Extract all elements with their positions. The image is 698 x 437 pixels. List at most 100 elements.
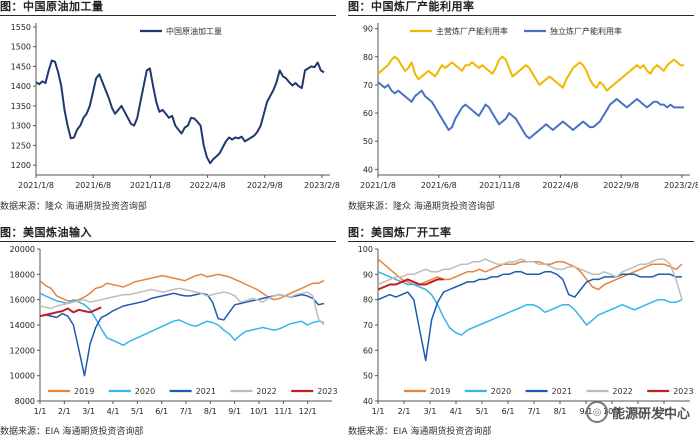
y-tick-label: 14000 [10,321,35,330]
series-line-2020 [39,292,325,347]
y-tick-label: 70 [363,321,373,330]
y-tick-label: 1450 [11,62,31,71]
legend-label: 2022 [612,387,632,396]
panel-us-refinery-operating-rate: 图：美国炼厂开工率 40 50 60 70 80 90 100 1/1 2/1 3/1 4/1 5/1… [348,226,698,437]
series-line-2019 [39,273,325,302]
legend-item: 中国原油加工量 [140,26,222,36]
series-line-2023 [39,306,102,318]
legend-item: 2020 [464,387,511,396]
watermark: ◎ 能源研发中心 [585,401,690,423]
x-tick-label: 6/1 [502,407,515,416]
y-tick-label: 80 [363,296,373,305]
x-tick-label: 2/1 [398,407,411,416]
legend: 2019 2020 2021 2022 2023 [48,387,338,396]
legend-item: 独立炼厂产能利用率 [524,26,622,36]
series-line-2021 [39,292,325,377]
y-tick-label: 1200 [11,161,31,170]
x-tick-label: 11/1 [629,407,647,416]
legend-item: 2023 [291,387,338,396]
chart-source: 数据来源：隆众 海通期货投资咨询部 [0,202,147,212]
y-tick-label: 8000 [15,397,35,406]
y-tick-label: 50 [363,372,373,381]
x-tick-label: 7/1 [528,407,541,416]
x-tick-label: 8/1 [554,407,567,416]
x-tick-label: 6/1 [155,407,168,416]
x-tick-label: 1/1 [372,407,385,416]
legend-label: 2023 [317,387,337,396]
legend-label: 主营炼厂产能利用率 [436,26,508,36]
y-tick-label: 10000 [10,372,35,381]
chart-title: 图：美国炼油输入 [0,226,92,239]
chart-us-refinery-input: 8000 10000 12000 14000 16000 18000 20000 1/1 2/1… [10,245,338,416]
y-tick-label: 1550 [11,23,31,32]
x-tick-label: 2021/1/8 [360,181,396,190]
x-tick-label: 10/1 [603,407,621,416]
y-tick-label: 80 [363,53,373,62]
legend-label: 中国原油加工量 [166,26,222,36]
legend: 2019 2020 2021 2022 2023 [404,387,694,396]
x-tick-label: 2022/4/8 [542,181,578,190]
x-tick-label: 12/1 [299,407,317,416]
legend: 主营炼厂产能利用率 独立炼厂产能利用率 [410,26,622,36]
title-divider [0,15,336,16]
legend-label: 2019 [430,387,450,396]
x-tick-label: 3/1 [82,407,95,416]
series-line-主营炼厂产能利用率 [377,55,684,92]
legend-label: 2021 [552,387,572,396]
y-tick-label: 1400 [11,82,31,91]
y-tick-label: 18000 [10,270,35,279]
chart-title: 图：美国炼厂开工率 [348,226,452,239]
title-divider [348,15,694,16]
chart-title: 图：中国炼厂产能利用率 [348,0,475,13]
x-tick-label: 11/1 [274,407,292,416]
y-tick-label: 20000 [10,245,35,254]
chart-source: 数据来源：EIA 海通期货投资咨询部 [348,427,492,437]
x-tick-label: 5/1 [476,407,489,416]
chart-china-refinery-utilization: 40 50 60 70 80 90 2021/1/8 2021/6/8 2021/11/8 202… [360,23,698,190]
x-tick-label: 2022/9/8 [247,181,283,190]
panel-china-refinery-utilization: 图：中国炼厂产能利用率 40 50 60 70 80 90 2021/1/8 2021/6/8… [348,0,698,215]
x-tick-label: 12/1 [655,407,673,416]
y-tick-label: 1500 [11,43,31,52]
legend-label: 2023 [673,387,693,396]
x-tick-label: 2022/4/8 [190,181,226,190]
wechat-icon: ◎ [585,401,608,423]
legend-item: 2021 [525,387,572,396]
series-line-2021 [377,271,682,362]
series-line-2022 [39,287,325,326]
x-tick-label: 2021/6/8 [421,181,457,190]
y-tick-label: 90 [363,25,373,34]
watermark-text: 能源研发中心 [611,406,690,422]
x-tick-label: 1/1 [34,407,47,416]
x-tick-label: 5/1 [131,407,144,416]
legend-item: 2019 [48,387,94,396]
legend-label: 2020 [135,387,155,396]
legend-label: 独立炼厂产能利用率 [550,26,622,36]
x-tick-label: 4/1 [450,407,463,416]
series-line-2020 [377,271,683,336]
legend-item: 2023 [647,387,694,396]
chart-source: 数据来源：隆众 海通期货投资咨询部 [348,202,495,212]
y-tick-label: 60 [363,346,373,355]
title-divider [0,241,336,242]
x-tick-label: 2/1 [58,407,71,416]
y-tick-label: 90 [363,270,373,279]
y-tick-label: 40 [363,397,373,406]
legend-label: 2022 [256,387,276,396]
y-tick-label: 1350 [11,102,31,111]
legend-item: 2022 [230,387,277,396]
y-tick-label: 50 [363,137,373,146]
x-tick-label: 8/1 [204,407,217,416]
series-line-2023 [377,278,444,291]
x-tick-label: 2021/11/8 [130,181,171,190]
x-tick-label: 7/1 [180,407,193,416]
series-line-中国原油加工量 [35,59,325,165]
title-divider [348,241,694,242]
series-line-2022 [377,258,683,300]
y-tick-label: 16000 [10,296,35,305]
legend-item: 主营炼厂产能利用率 [410,26,508,36]
x-tick-label: 2023/2/8 [304,181,340,190]
x-tick-label: 2022/9/8 [603,181,639,190]
chart-source: 数据来源：EIA 海通期货投资咨询部 [0,427,144,437]
